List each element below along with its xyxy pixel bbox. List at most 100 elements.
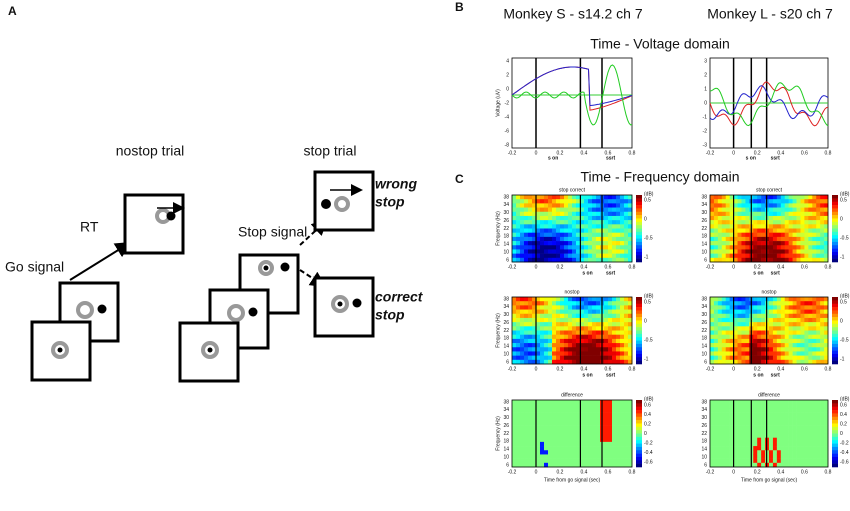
heat-cell <box>576 343 581 348</box>
heat-cell <box>820 297 825 302</box>
y-tick-label: 34 <box>701 304 707 310</box>
heat-cell <box>616 400 621 405</box>
heat-cell <box>737 334 742 340</box>
heat-cell <box>564 297 569 302</box>
y-tick-label: 6 <box>704 257 707 263</box>
heat-cell <box>620 351 625 356</box>
heat-cell <box>540 429 545 434</box>
heat-cell <box>528 322 533 327</box>
heat-cell <box>552 257 557 263</box>
colorbar-cell <box>636 323 642 328</box>
heat-cell <box>512 253 517 259</box>
heat-cell <box>729 334 734 340</box>
heat-cell <box>520 232 525 238</box>
heat-cell <box>745 203 750 208</box>
heat-cell <box>721 338 727 344</box>
heat-cell <box>540 199 545 204</box>
heat-cell <box>816 458 821 464</box>
heat-cell <box>520 437 525 443</box>
heat-cell <box>576 195 581 200</box>
heat-cell <box>796 249 801 254</box>
heat-cell <box>588 199 593 204</box>
heat-cell <box>548 351 553 356</box>
heat-cell <box>753 347 758 352</box>
heat-cell <box>628 211 633 217</box>
heat-cell <box>717 224 723 229</box>
heat-cell <box>628 241 633 246</box>
heat-cell <box>812 433 817 438</box>
heat-cell <box>620 326 625 331</box>
heat-cell <box>792 309 797 315</box>
heat-cell <box>808 317 813 323</box>
heat-cell <box>796 446 801 451</box>
heat-cell <box>780 215 786 221</box>
heat-cell <box>824 425 829 430</box>
heat-cell <box>737 433 742 438</box>
y-tick-label: 30 <box>503 210 509 216</box>
heat-cell <box>824 297 829 302</box>
heat-cell <box>741 241 746 246</box>
heat-cell <box>816 450 821 455</box>
heat-cell <box>572 236 577 242</box>
colorbar-cell <box>636 350 642 355</box>
heat-cell <box>596 441 601 447</box>
heat-cell <box>544 404 549 409</box>
heat-cell <box>757 404 762 409</box>
heat-cell <box>792 420 797 426</box>
heat-cell <box>564 441 569 447</box>
heat-cell <box>804 236 809 242</box>
heat-cell <box>761 215 766 221</box>
heat-cell <box>820 343 825 348</box>
heat-cell <box>616 454 621 459</box>
heat-cell <box>612 220 617 225</box>
heat-cell <box>776 338 782 344</box>
heat-cell <box>608 433 613 438</box>
heat-cell <box>725 309 730 315</box>
wrong-stop: wrong <box>375 176 417 192</box>
x-tick-label: 0.6 <box>605 264 612 270</box>
heat-cell <box>524 404 529 409</box>
heat-cell <box>552 301 557 306</box>
heat-cell <box>769 245 774 250</box>
heat-cell <box>816 412 821 418</box>
heat-cell <box>628 441 633 447</box>
heat-cell <box>604 355 609 361</box>
heat-cell <box>536 334 541 340</box>
heat-cell <box>548 446 553 451</box>
heat-cell <box>721 309 727 315</box>
heat-cell <box>596 351 601 356</box>
heat-cell <box>713 429 719 434</box>
heat-cell <box>729 425 734 430</box>
heat-cell <box>528 425 533 430</box>
heat-cell <box>721 355 727 361</box>
heat-cell <box>604 195 609 200</box>
heat-cell <box>568 305 573 310</box>
heat-cell <box>616 224 621 229</box>
heat-cell <box>524 338 529 344</box>
heat-cell <box>800 305 805 310</box>
heat-cell <box>741 441 746 447</box>
heat-cell <box>624 334 629 340</box>
heat-cell <box>588 330 593 335</box>
subplot-title: stop correct <box>756 187 783 193</box>
heat-cell <box>576 215 581 221</box>
heat-cell <box>804 249 809 254</box>
heat-cell <box>588 441 593 447</box>
heat-cell <box>721 245 727 250</box>
heat-cell <box>788 412 793 418</box>
heat-cell <box>568 322 573 327</box>
heat-cell <box>796 211 801 217</box>
heat-cell <box>808 347 813 352</box>
heat-cell <box>528 343 533 348</box>
heat-cell <box>725 408 730 413</box>
heat-cell <box>552 309 557 315</box>
heat-cell <box>612 195 617 200</box>
heat-cell <box>812 313 817 319</box>
heat-cell <box>745 458 750 464</box>
heat-cell <box>776 433 782 438</box>
heat-cell <box>812 416 817 422</box>
heat-cell <box>769 326 774 331</box>
heat-cell <box>576 245 581 250</box>
heat-cell <box>737 446 742 451</box>
